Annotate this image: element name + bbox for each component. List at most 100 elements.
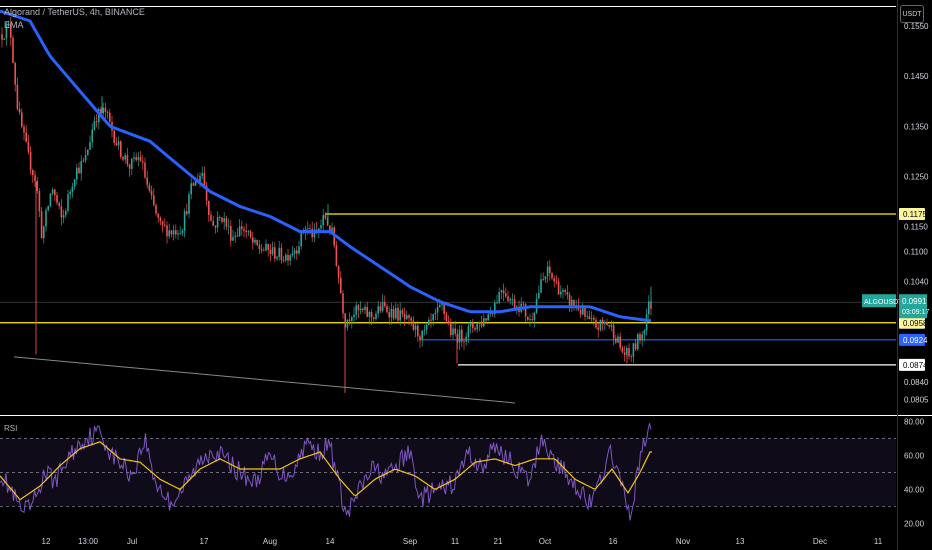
- candle: [395, 302, 397, 321]
- level-label-0.0874[interactable]: 0.0874: [899, 358, 928, 371]
- level-label-0.1175[interactable]: 0.1175: [899, 208, 927, 221]
- candle-body: [43, 226, 45, 239]
- candle: [582, 302, 584, 316]
- candle-body: [126, 155, 129, 165]
- candle-body: [401, 310, 404, 314]
- candle-body: [296, 250, 298, 254]
- candle-body: [7, 23, 10, 26]
- candle-body: [632, 343, 635, 357]
- candle: [544, 276, 547, 283]
- candle-body: [104, 107, 107, 113]
- candle-body: [168, 230, 170, 237]
- candle-body: [445, 313, 448, 321]
- candle-body: [293, 250, 296, 254]
- candle: [208, 200, 210, 222]
- candle: [54, 188, 56, 202]
- candle-body: [351, 317, 353, 321]
- candle: [324, 212, 327, 220]
- candle-body: [186, 211, 188, 214]
- candle: [368, 310, 371, 325]
- candle-body: [205, 185, 208, 201]
- time-tick-label: 16: [609, 537, 618, 546]
- candle: [14, 61, 16, 92]
- candle: [535, 293, 538, 315]
- candle: [60, 199, 63, 226]
- candle-body: [412, 320, 415, 330]
- candle: [238, 219, 241, 237]
- candle: [249, 229, 252, 239]
- candle: [370, 309, 373, 326]
- price-pane[interactable]: [0, 6, 932, 416]
- candle: [419, 334, 421, 348]
- candle: [560, 285, 562, 298]
- time-tick-label: 17: [200, 537, 209, 546]
- level-label-0.0924[interactable]: 0.0924: [899, 333, 928, 346]
- candle-body: [117, 141, 120, 146]
- candle-body: [458, 329, 461, 343]
- candle: [133, 151, 135, 162]
- candle: [579, 307, 582, 319]
- candle: [604, 320, 606, 331]
- candle-body: [212, 220, 214, 226]
- candle-body: [465, 336, 467, 342]
- candle-body: [454, 328, 456, 334]
- rsi-pane[interactable]: [0, 423, 896, 521]
- candle-body: [27, 141, 30, 152]
- ema-indicator-label[interactable]: EMA: [4, 20, 24, 30]
- candle: [634, 338, 637, 352]
- candle-body: [238, 226, 241, 237]
- last-price-tag[interactable]: ALGOUSDT 0.0991 03:09:17: [862, 294, 929, 319]
- candle: [571, 295, 573, 313]
- currency-button[interactable]: USDT: [900, 5, 924, 23]
- rsi-line[interactable]: [0, 423, 652, 521]
- candle: [7, 20, 10, 28]
- candle-body: [14, 62, 16, 85]
- candle-body: [434, 312, 437, 315]
- candle: [80, 155, 82, 181]
- candle-body: [34, 175, 36, 182]
- candle: [443, 302, 445, 321]
- candle: [645, 308, 648, 336]
- level-label-0.0924-bg: [899, 333, 925, 346]
- candle-body: [593, 317, 595, 320]
- candle: [87, 149, 89, 156]
- candle: [291, 246, 294, 258]
- candle-body: [582, 307, 584, 315]
- candle: [593, 314, 595, 326]
- candle-body: [236, 235, 239, 237]
- candle-body: [586, 316, 588, 318]
- trendline[interactable]: [13, 356, 516, 404]
- candle-body: [628, 348, 630, 357]
- candle: [177, 229, 179, 240]
- candle: [384, 295, 386, 309]
- candle-body: [221, 217, 223, 222]
- candle: [280, 243, 283, 264]
- candle-body: [399, 310, 401, 321]
- candle: [271, 241, 274, 256]
- level-label-0.0958[interactable]: 0.0958: [899, 316, 928, 329]
- candle-body: [87, 149, 89, 155]
- ema-line[interactable]: [0, 9, 652, 323]
- level-label-0.0874-bg: [899, 358, 925, 371]
- candle: [27, 134, 30, 155]
- candle-body: [340, 277, 342, 294]
- candle: [247, 229, 250, 236]
- countdown-text: 03:09:17: [902, 309, 929, 316]
- candle-body: [12, 37, 14, 63]
- rsi-indicator-label[interactable]: RSI: [4, 424, 18, 433]
- candle: [364, 303, 366, 314]
- candle-body: [564, 290, 566, 292]
- candle-body: [373, 317, 375, 320]
- candle: [564, 288, 566, 296]
- candle-body: [425, 324, 428, 330]
- candle-body: [78, 167, 80, 174]
- candle: [397, 303, 399, 323]
- candle-body: [423, 329, 426, 331]
- rsi-ma-line[interactable]: [0, 441, 652, 501]
- last-price-text: 0.0991: [902, 297, 927, 306]
- candle: [630, 354, 632, 363]
- candle-body: [23, 126, 25, 133]
- candle: [648, 295, 650, 319]
- candle: [186, 203, 188, 216]
